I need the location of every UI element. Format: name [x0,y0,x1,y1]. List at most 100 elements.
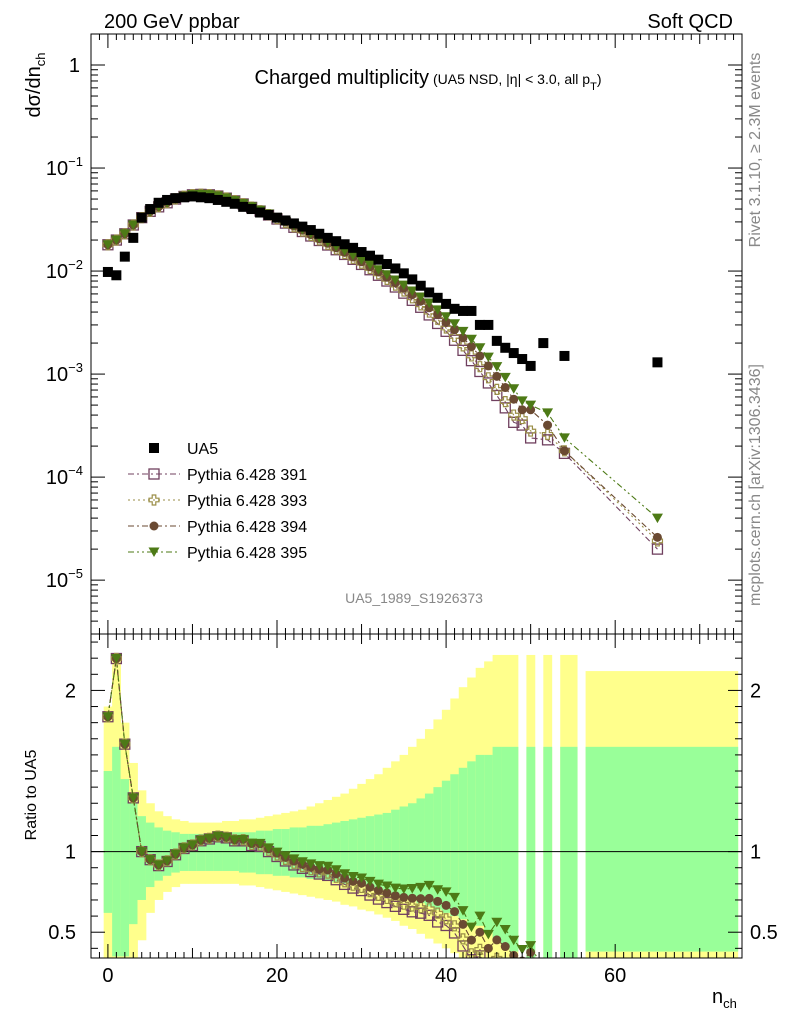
ratio-series-3-point [432,885,444,895]
inner-band-bin [501,746,510,946]
inner-band-bin [120,779,130,957]
ratio-chart-marks [91,652,742,1013]
series-3-point [127,220,139,230]
ratio-series-3-point [339,869,351,879]
inner-band-bin [255,830,265,875]
ratio-series-2-point [458,919,468,929]
series-3-point [432,305,444,315]
ua5-data-point [322,232,333,243]
ua5-data-point [538,338,549,349]
inner-band-bin [475,754,485,926]
ratio-series-2-point [390,891,400,901]
ua5-data-point [466,305,477,316]
ratio-series-2-point [560,989,569,998]
ratio-series-3-point [195,835,207,846]
series-2-point [517,405,527,415]
ratio-series-3-point [136,847,148,857]
series-3-point [525,400,537,411]
ratio-series-0-point [431,916,444,928]
ratio-series-1-point [406,900,418,912]
ratio-series-3-point [102,712,114,722]
ua5-data-point [390,263,401,274]
inner-band-bin [298,827,307,878]
series-0-point [524,432,537,444]
inner-band-bin [416,798,426,904]
chart-title: Charged multiplicity (UA5 NSD, |η| < 3.0,… [255,67,602,93]
ratio-series-0-point [500,966,510,976]
ratio-series-3-point [263,843,275,853]
header-left: 200 GeV ppbar [104,11,240,33]
ratio-series-2-point [441,900,451,910]
main-y-tick-label: 10−4 [46,463,83,489]
series-2-point [441,317,451,327]
ua5-data-point [381,259,392,270]
legend-marker [148,547,160,557]
series-3-point [440,312,452,322]
ua5-data-point [162,194,173,205]
series-0-point [508,416,520,429]
ua5-data-point [212,194,223,205]
ratio-series-0-point [406,906,418,918]
ratio-series-1-point [509,968,519,978]
ratio-series-3-point [246,838,258,849]
ratio-series-3-point [110,654,122,664]
series-1-point [491,383,503,396]
ratio-series-3-point [313,861,325,871]
ratio-series-2-point [483,943,493,953]
ua5-data-point [145,204,156,215]
ua5-data-point [500,342,511,353]
main-y-tick-label: 10−1 [46,154,83,180]
ratio-series-3-point [559,983,570,993]
ratio-series-3-point [296,857,308,867]
series-1-point [482,372,494,384]
ratio-panel [91,652,742,1013]
ua5-data-point [221,196,232,207]
ratio-series-3-point [482,929,494,940]
inner-band-bin [129,803,138,925]
ratio-series-1-point [526,970,536,980]
legend-label: Pythia 6.428 394 [187,519,307,536]
ratio-series-3-point [220,832,232,843]
series-1-point [474,361,486,373]
ratio-series-3-point [288,854,300,864]
ratio-series-2-point [382,888,392,898]
ua5-data-point [491,335,502,346]
ratio-series-1-point [448,920,461,932]
ratio-series-3-point [119,739,131,750]
ratio-series-3-point [499,925,511,935]
inner-band-bin [238,832,248,873]
inner-band-bin [205,833,214,871]
ratio-series-1-point [423,903,435,915]
series-3-point [457,326,469,337]
series-3-point [364,260,376,270]
ratio-series-3-point [279,851,291,861]
ua5-data-point [136,212,147,223]
series-2-point [483,361,493,371]
ratio-series-2-point [373,885,383,895]
series-3-point [508,384,520,394]
main-y-tick-label: 10−2 [46,257,83,283]
ratio-series-3-point [652,1003,663,1013]
ua5-data-point [238,201,249,212]
inner-band-bin [222,833,231,871]
ratio-series-3-point [423,880,435,891]
ratio-series-3-point [465,922,477,933]
x-axis-label: nch [712,986,737,1011]
ua5-data-point [474,319,485,330]
series-2-point [492,371,502,381]
series-3-point [558,433,570,443]
axes: 0 20 40 60 10−5 10−4 10−3 10−2 10−1 1 0.5 0.5 1 1 2 2 [46,33,778,987]
ua5-data-point [398,268,409,279]
ua5-data-point [297,221,308,232]
series-3-point [372,265,384,275]
main-frame [90,33,743,635]
series-0-point [491,389,503,402]
ua5-data-point [458,305,468,316]
main-y-tick-label: 10−3 [46,360,83,386]
ratio-series-1-point [500,959,510,969]
series-3-point [356,255,368,266]
ua5-data-point [508,348,519,359]
inner-band-bin [560,746,578,958]
inner-band-bin [188,833,198,871]
ratio-series-3-point [440,887,452,897]
